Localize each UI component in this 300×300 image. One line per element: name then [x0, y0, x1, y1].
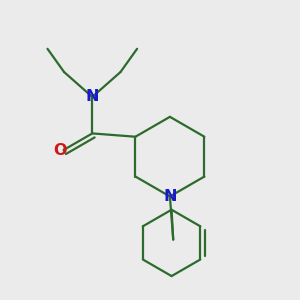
Text: N: N [163, 189, 177, 204]
Text: O: O [53, 142, 66, 158]
Text: N: N [85, 89, 99, 104]
